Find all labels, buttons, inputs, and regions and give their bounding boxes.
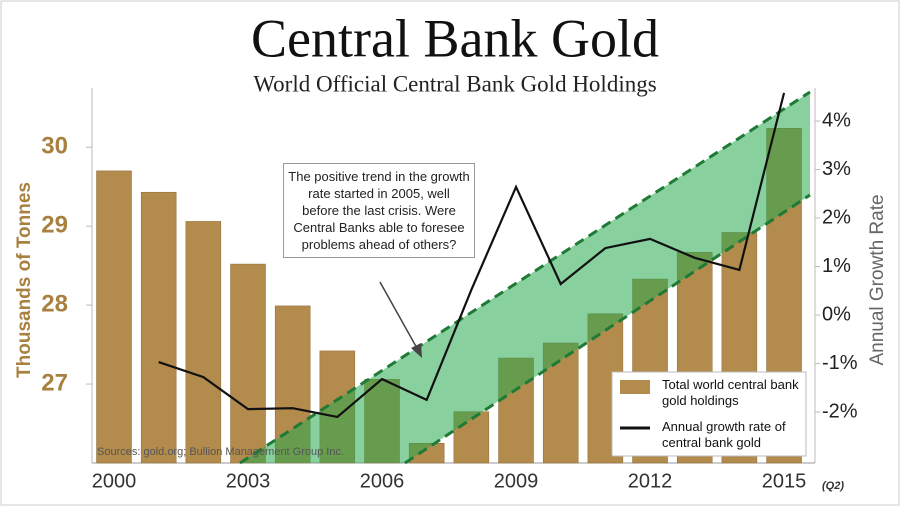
y2-tick-label: 1% [822,255,851,277]
bar [96,170,132,464]
x-tick-label: 2006 [360,470,405,492]
legend-label: Total world central bank gold holdings [662,377,799,408]
chart-title: Central Bank Gold [251,8,659,68]
legend-label: Annual growth rate of central bank gold [662,419,786,450]
y2-tick-label: 0% [822,303,851,325]
bar [185,221,222,464]
y2-tick-label: 4% [822,109,851,131]
y-tick-label: 29 [41,212,68,239]
y2-tick-label: 3% [822,158,851,180]
annotation-arrow [379,281,419,351]
trend-line-lower [404,193,811,465]
x-tick-label: 2003 [226,470,271,492]
y-tick-label: 27 [41,369,68,396]
y2-tick-label: -1% [822,352,858,374]
legend-swatch [620,380,650,394]
x-note: (Q2) [822,480,844,492]
y2-tick-label: 2% [822,206,851,228]
growth-line [158,92,786,419]
source: Sources: gold.org; Bullion Management Gr… [97,446,344,458]
y-tick-label: 28 [41,290,68,317]
y2-axis-title: Annual Growth Rate [867,194,888,365]
x-tick-label: 2009 [494,470,539,492]
arrow-head [411,343,422,358]
trend-line-upper [239,90,811,465]
y2-tick-label: -2% [822,400,858,422]
annotation: The positive trend in the growth rate st… [283,163,475,258]
lines [158,92,786,419]
bar [140,191,177,464]
x-tick-label: 2015 [762,470,807,492]
x-tick-label: 2012 [628,470,673,492]
y-tick-label: 30 [41,133,68,160]
y-axis-title: Thousands of Tonnes [14,182,35,378]
bar [230,263,266,464]
x-tick-label: 2000 [92,470,137,492]
chart-subtitle: World Official Central Bank Gold Holding… [253,71,656,96]
